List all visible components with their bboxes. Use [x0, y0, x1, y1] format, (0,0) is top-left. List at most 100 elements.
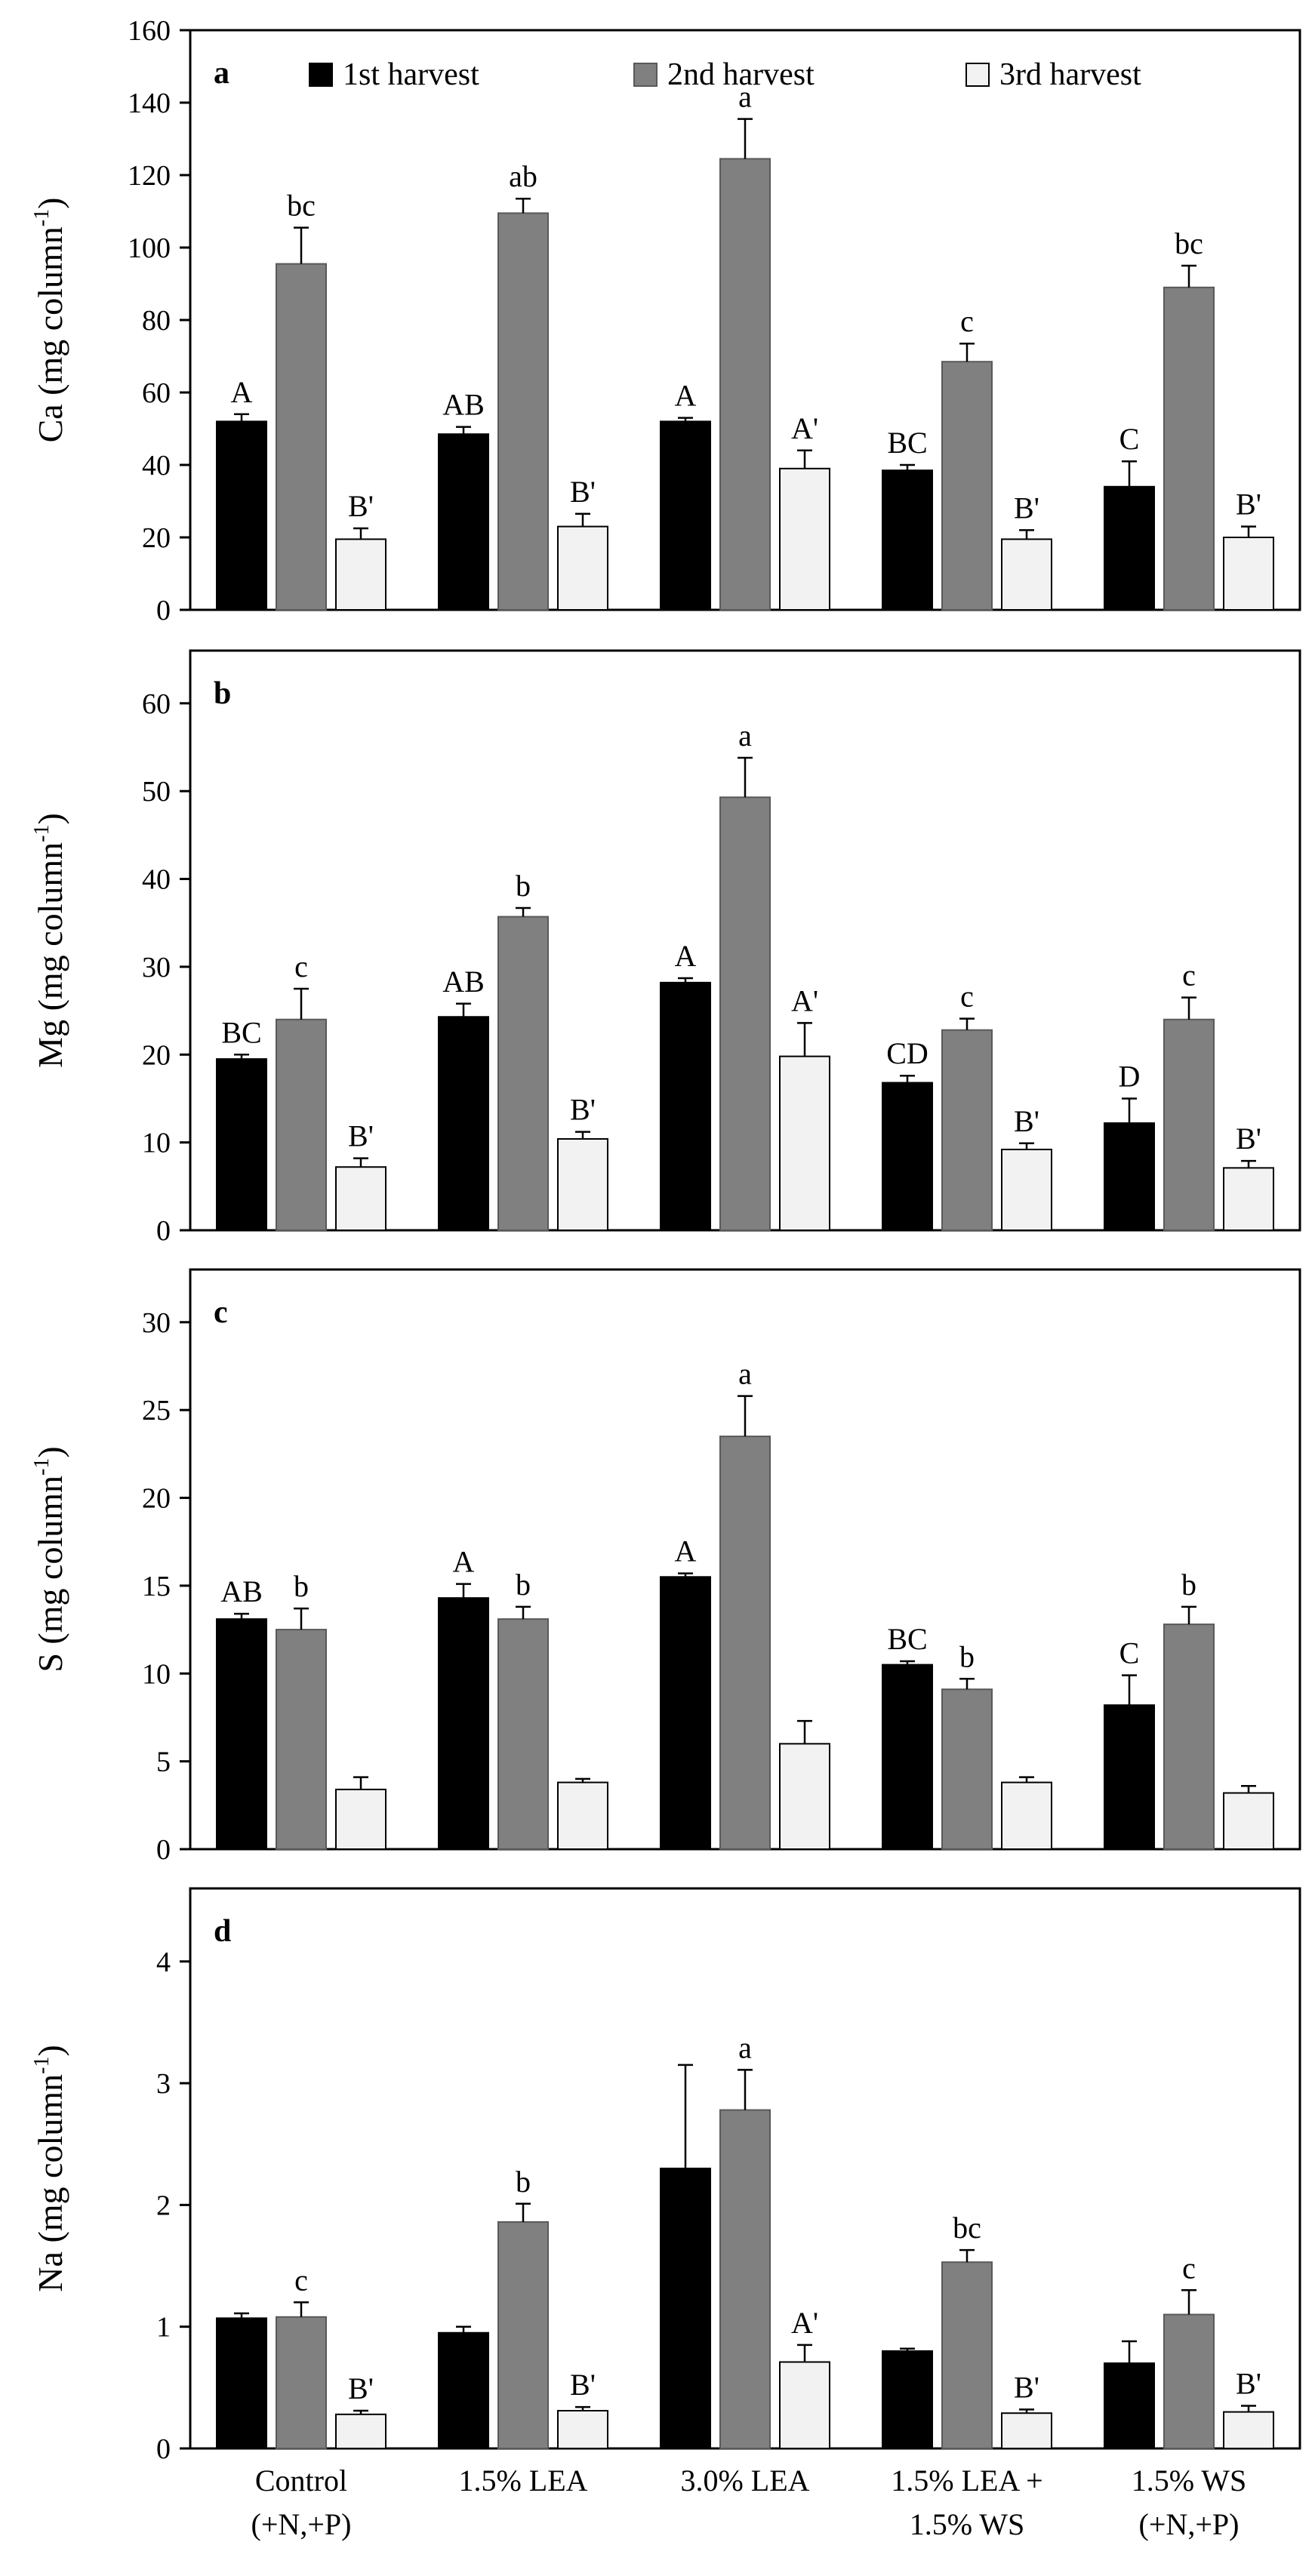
panel-c: 0 5 10 15 20 25 30 S (mg column-1) c AB A A BC Cb b a b b — [30, 1268, 1301, 1866]
bar-2-harvest — [1163, 286, 1215, 611]
significance-letter: B' — [1236, 1122, 1261, 1156]
y-tick-label: 60 — [142, 377, 171, 409]
significance-letter: A — [675, 939, 697, 973]
bar-3-harvest — [335, 1166, 386, 1231]
x-category-label: (+N,+P) — [251, 2507, 352, 2541]
bar-3-harvest — [779, 2361, 830, 2449]
y-axis-label: S (mg column-1) — [30, 1446, 69, 1672]
legend-swatch — [309, 63, 333, 87]
y-tick-label: 20 — [142, 522, 171, 554]
y-tick-label: 40 — [142, 864, 171, 896]
y-tick-label: 3 — [156, 2068, 171, 2100]
significance-letter: a — [738, 2030, 752, 2064]
panel-b: 0 10 20 30 40 50 60 Mg (mg column-1) b BC AB A CD Dc b… — [30, 649, 1301, 1247]
bar-3-harvest — [1001, 538, 1052, 611]
bar-1-harvest — [216, 1618, 267, 1850]
legend-label: 1st harvest — [343, 57, 479, 92]
y-tick-label: 30 — [142, 952, 171, 983]
significance-letter: b — [959, 1639, 975, 1673]
y-tick-label: 0 — [156, 2433, 171, 2465]
bar-2-harvest — [941, 1029, 993, 1231]
bar-1-harvest — [438, 433, 489, 611]
significance-letter: b — [516, 2165, 531, 2199]
legend-swatch — [633, 63, 658, 87]
bar-2-harvest — [276, 2316, 327, 2449]
bar-1-harvest — [1104, 485, 1155, 611]
bar-2-harvest — [276, 263, 327, 611]
y-tick-label: 60 — [142, 688, 171, 720]
bar-1-harvest — [660, 981, 711, 1231]
significance-letter: b — [1181, 1568, 1196, 1602]
significance-letter: a — [738, 1357, 752, 1391]
bar-2-harvest — [276, 1018, 327, 1232]
bar-2-harvest — [276, 1629, 327, 1850]
significance-letter: AB — [220, 1574, 263, 1608]
bar-3-harvest — [557, 2409, 608, 2449]
y-axis-label-superscript: -1 — [30, 2057, 54, 2074]
y-axis-label-close: ) — [31, 198, 69, 209]
significance-letter: c — [294, 949, 308, 983]
y-tick-label: 140 — [128, 88, 171, 119]
y-axis-label-text: Mg (mg column — [31, 842, 69, 1068]
bar-1-harvest — [660, 420, 711, 611]
significance-letter: A — [453, 1545, 475, 1579]
panel-letter: c — [214, 1295, 228, 1330]
bar-3-harvest — [1223, 1167, 1274, 1232]
x-category-label: 1.5% LEA + — [891, 2464, 1042, 2498]
bar-2-harvest — [719, 2109, 771, 2450]
significance-letter: c — [294, 2263, 308, 2297]
y-tick-label: 80 — [142, 305, 171, 337]
significance-letter: B' — [1236, 2367, 1261, 2401]
significance-letter: b — [516, 1568, 531, 1602]
significance-letter: B' — [570, 475, 596, 509]
bar-1-harvest — [660, 2168, 711, 2449]
bar-3-harvest — [1223, 2411, 1274, 2449]
significance-letter: B' — [570, 1093, 596, 1127]
significance-letter: bc — [953, 2211, 981, 2245]
significance-letter: B' — [348, 489, 374, 523]
y-tick-label: 25 — [142, 1395, 171, 1426]
y-tick-label: 10 — [142, 1658, 171, 1690]
significance-letter: a — [738, 80, 752, 114]
significance-letter: c — [1182, 959, 1196, 993]
bar-1-harvest — [438, 2331, 489, 2450]
bar-3-harvest — [557, 525, 608, 611]
significance-letter: C — [1119, 1636, 1140, 1670]
significance-letter: CD — [886, 1036, 929, 1070]
bar-3-harvest — [335, 538, 386, 611]
panel-letter: b — [214, 676, 231, 711]
bar-1-harvest — [1104, 1122, 1155, 1232]
y-tick-label: 20 — [142, 1483, 171, 1515]
significance-letter: B' — [570, 2368, 596, 2402]
bar-3-harvest — [335, 2413, 386, 2449]
bar-2-harvest — [497, 1618, 549, 1850]
bar-3-harvest — [1001, 1781, 1052, 1851]
bar-3-harvest — [1001, 2412, 1052, 2449]
bar-2-harvest — [1163, 1623, 1215, 1851]
y-axis-label: Mg (mg column-1) — [30, 813, 69, 1068]
bar-1-harvest — [882, 469, 933, 611]
bar-3-harvest — [779, 1743, 830, 1850]
significance-letter: bc — [287, 189, 316, 223]
significance-letter: b — [294, 1569, 309, 1603]
y-axis-label-superscript: -1 — [30, 825, 54, 842]
bar-3-harvest — [557, 1137, 608, 1231]
y-tick-label: 1 — [156, 2312, 171, 2344]
bar-2-harvest — [1163, 1018, 1215, 1232]
panel-a: 0 20 40 60 80 100 120 140 160 Ca (mg column-1) a A A… — [30, 15, 1301, 626]
x-category-label: (+N,+P) — [1139, 2507, 1240, 2541]
significance-letter: AB — [442, 965, 485, 999]
bar-1-harvest — [216, 420, 267, 611]
x-category-label: Control — [255, 2464, 347, 2498]
y-axis-label-close: ) — [31, 2045, 69, 2056]
significance-letter: a — [738, 719, 752, 752]
significance-letter: A — [675, 379, 697, 413]
significance-letter: A' — [791, 983, 818, 1017]
significance-letter: B' — [1014, 2370, 1039, 2404]
panel-letter: d — [214, 1914, 231, 1949]
bar-2-harvest — [941, 361, 993, 611]
significance-letter: c — [1182, 2251, 1196, 2285]
legend-swatch — [965, 63, 990, 87]
x-category-label: 1.5% WS — [1132, 2464, 1247, 2498]
significance-letter: A' — [791, 411, 818, 445]
